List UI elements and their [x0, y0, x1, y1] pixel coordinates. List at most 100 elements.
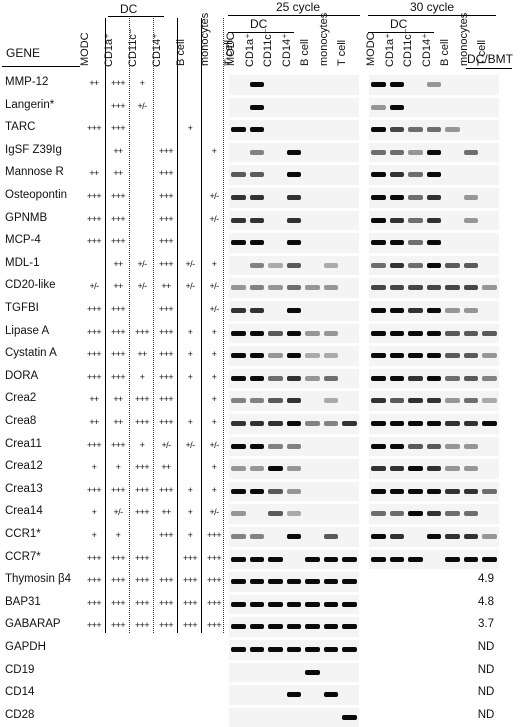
gel-band-25cycle — [323, 534, 338, 539]
gel-band-30cycle — [408, 375, 423, 381]
expression-level: + — [211, 462, 217, 473]
table-column-header-4: CD14⁺ — [151, 33, 163, 67]
dc-group-rule — [108, 16, 164, 17]
gel-band-30cycle — [408, 511, 423, 517]
expression-level: + — [211, 349, 217, 360]
gel-band-30cycle — [389, 262, 404, 268]
expression-level: +++ — [87, 552, 102, 563]
gel-band-25cycle — [249, 127, 264, 133]
gel-band-25cycle — [249, 624, 264, 630]
gel-band-30cycle — [482, 398, 497, 404]
gel-band-25cycle — [268, 466, 283, 472]
gel-band-25cycle — [286, 692, 301, 698]
expression-level: +++ — [135, 417, 150, 427]
gel-band-25cycle — [305, 421, 320, 426]
cycle30-rule — [368, 15, 496, 16]
gel-band-25cycle — [305, 624, 320, 630]
gel-band-25cycle — [249, 104, 264, 110]
gel-band-30cycle — [463, 398, 478, 404]
expression-level: +++ — [159, 484, 174, 495]
gel-band-30cycle — [463, 443, 478, 449]
gel-band-30cycle — [463, 375, 478, 381]
gel-band-25cycle — [231, 534, 246, 539]
gel-band-30cycle — [463, 330, 478, 336]
gel-band-25cycle — [231, 353, 246, 359]
expression-level: +/- — [209, 507, 220, 518]
gel-band-30cycle — [408, 127, 423, 133]
gel-band-30cycle — [426, 511, 441, 517]
table-column-divider — [177, 18, 178, 633]
expression-level: +++ — [159, 326, 174, 337]
gel-band-30cycle — [445, 127, 460, 133]
gel30-column-header-3: CD11c⁻ — [402, 28, 414, 67]
gel-band-25cycle — [323, 601, 338, 607]
expression-level: +++ — [87, 484, 102, 495]
gel-band-25cycle — [323, 285, 338, 291]
gel-band-30cycle — [482, 375, 497, 381]
cycle30-dc-header: DC — [390, 17, 408, 31]
ratio-header-rule — [466, 68, 512, 69]
gel-band-30cycle — [482, 330, 497, 336]
gel-band-30cycle — [426, 82, 441, 87]
dc-bmt-ratio: ND — [477, 686, 495, 699]
expression-level: + — [187, 417, 193, 427]
cycle25-header: 25 cycle — [276, 0, 321, 14]
gel-band-25cycle — [323, 692, 338, 698]
gel-band-25cycle — [286, 308, 301, 313]
expression-level: ++ — [113, 394, 123, 405]
gel-band-25cycle — [249, 262, 264, 268]
gel-band-30cycle — [408, 330, 423, 336]
expression-level: +++ — [87, 439, 102, 450]
gel-band-30cycle — [371, 308, 386, 313]
expression-level: +++ — [135, 394, 150, 405]
gel-band-25cycle — [286, 398, 301, 404]
expression-level: +++ — [111, 326, 126, 337]
gel-band-25cycle — [249, 443, 264, 449]
gel-band-25cycle — [286, 149, 301, 155]
gel-band-25cycle — [231, 217, 246, 223]
gel-band-30cycle — [445, 511, 460, 517]
expression-level: +/- — [209, 213, 220, 224]
gel-band-30cycle — [371, 104, 386, 110]
expression-level: +++ — [87, 371, 102, 382]
gel-band-30cycle — [408, 308, 423, 313]
gene-name: CD19 — [5, 663, 35, 676]
gel-band-30cycle — [463, 511, 478, 517]
gel-band-30cycle — [389, 82, 404, 87]
expression-level: +++ — [183, 597, 198, 608]
expression-level: +++ — [111, 371, 126, 382]
expression-level: ++ — [137, 349, 147, 360]
gel-band-25cycle — [249, 534, 264, 539]
expression-level: +++ — [159, 258, 174, 269]
gel-band-25cycle — [231, 127, 246, 133]
expression-level: +++ — [159, 371, 174, 382]
gene-name: TARC — [5, 121, 36, 134]
expression-level: + — [211, 417, 217, 427]
expression-level: +/- — [209, 281, 220, 292]
gel-band-30cycle — [389, 149, 404, 155]
expression-level: +/- — [185, 439, 196, 450]
expression-level: + — [139, 439, 145, 450]
gene-name: Osteopontin — [5, 189, 68, 201]
gel25-column-header-5: B cell — [299, 39, 311, 66]
gel-panel-25cycle — [229, 75, 359, 95]
gel-band-30cycle — [445, 308, 460, 313]
dc-group-header: DC — [120, 2, 138, 16]
gel-band-30cycle — [371, 195, 386, 200]
gel-band-25cycle — [249, 330, 264, 336]
gel-band-25cycle — [249, 285, 264, 291]
gel-panel-25cycle — [229, 662, 359, 683]
gel-band-30cycle — [463, 262, 478, 268]
gel-band-25cycle — [286, 195, 301, 200]
expression-level: +/- — [137, 281, 148, 292]
gel-band-30cycle — [389, 488, 404, 494]
gene-name: Lipase A — [5, 324, 50, 337]
expression-level: ++ — [89, 417, 99, 427]
gel-band-30cycle — [371, 375, 386, 381]
gel-band-25cycle — [231, 398, 246, 404]
expression-level: +++ — [111, 620, 126, 631]
gel-band-25cycle — [268, 647, 283, 652]
expression-level: +/- — [185, 258, 196, 269]
gel-band-25cycle — [268, 488, 283, 494]
gel-band-30cycle — [426, 195, 441, 200]
